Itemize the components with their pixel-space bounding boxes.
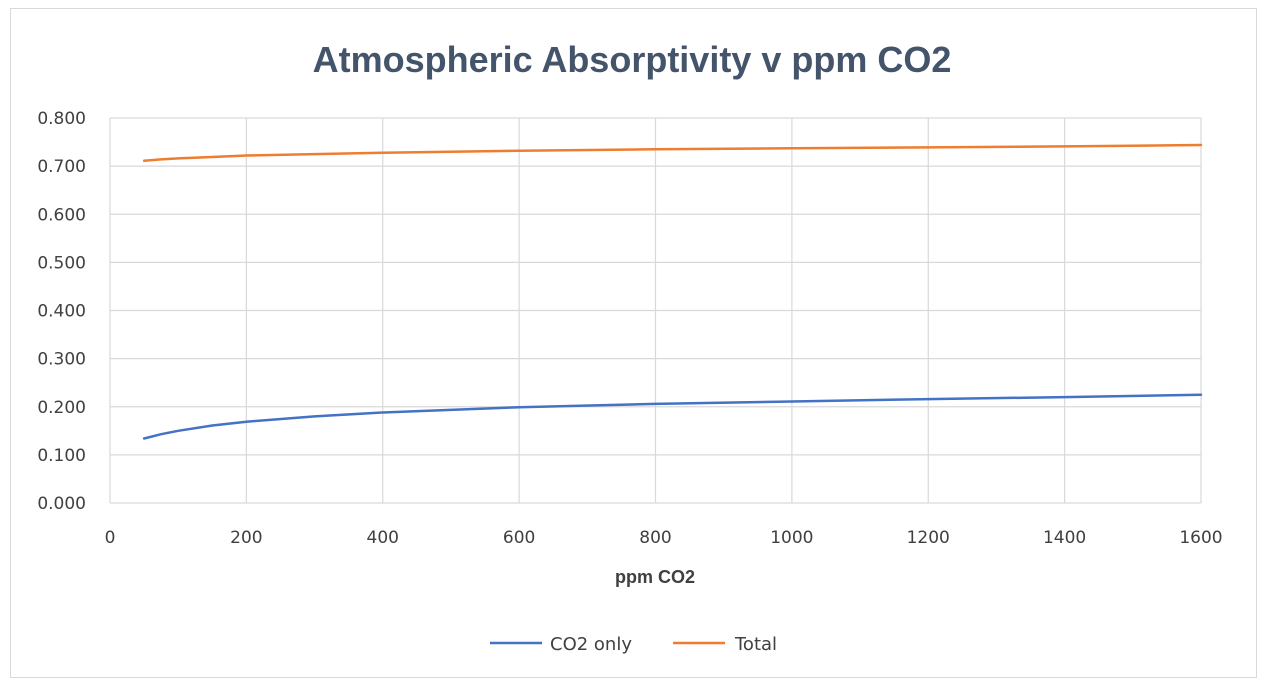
x-tick-label: 800: [639, 528, 671, 548]
x-tick-label: 400: [367, 528, 399, 548]
legend-label: Total: [734, 634, 777, 655]
y-tick-label: 0.800: [37, 109, 86, 129]
x-axis-title: ppm CO2: [615, 567, 695, 587]
y-tick-label: 0.300: [37, 350, 86, 370]
y-tick-label: 0.000: [37, 494, 86, 514]
x-tick-label: 1000: [770, 528, 813, 548]
y-tick-label: 0.100: [37, 446, 86, 466]
series-line-co2-only: [142, 393, 1203, 440]
axes: 0.000 0.100 0.200 0.300 0.400 0.500 0.600 0.700…: [37, 109, 1222, 548]
x-tick-label: 1200: [907, 528, 950, 548]
x-tick-label: 1600: [1179, 528, 1222, 548]
y-tick-label: 0.400: [37, 302, 86, 322]
legend-label: CO2 only: [550, 634, 632, 655]
y-tick-label: 0.200: [37, 398, 86, 418]
x-tick-label: 0: [105, 528, 116, 548]
series-lines: [142, 143, 1203, 440]
chart-title: Atmospheric Absorptivity v ppm CO2: [313, 39, 952, 80]
x-tick-label: 200: [230, 528, 262, 548]
grid: [109, 117, 1202, 504]
x-tick-label: 1400: [1043, 528, 1086, 548]
y-tick-label: 0.700: [37, 157, 86, 177]
y-tick-label: 0.600: [37, 205, 86, 225]
series-line-total: [142, 143, 1203, 163]
chart-frame: [10, 8, 1257, 678]
y-tick-label: 0.500: [37, 253, 86, 273]
legend: CO2 only Total: [490, 634, 777, 655]
x-tick-label: 600: [503, 528, 535, 548]
